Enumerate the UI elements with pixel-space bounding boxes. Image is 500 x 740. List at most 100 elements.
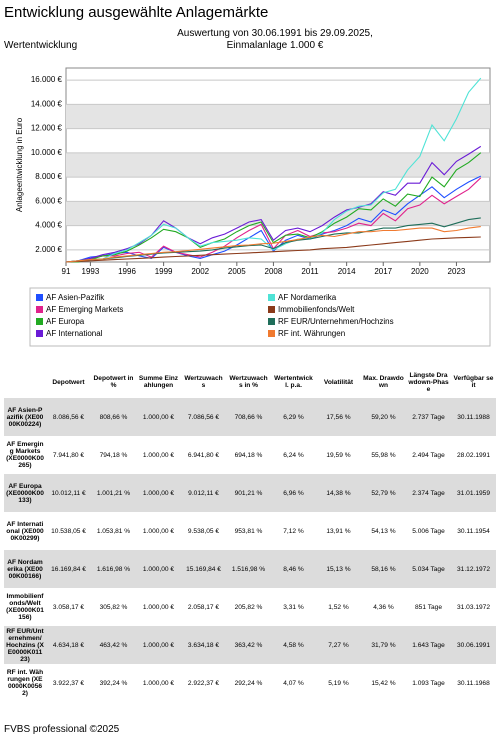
column-header: Volatilität [323,378,354,386]
column-header: Summe Einzahlungen [138,375,179,389]
cell: 6,24 % [283,451,304,459]
cell: 1.001,21 % [96,489,131,497]
legend-swatch [36,318,43,325]
table-row: Immobilienfonds/Welt (XE0000K01156) 3.058… [4,588,496,626]
cell: 13,91 % [326,527,351,535]
cell: 794,18 % [99,451,128,459]
cell: 3.922,37 € [52,679,85,687]
subtitle-line: Einmalanlage 1.000 € [226,40,324,51]
table-row: AF Nordamerika (XE0000K00166) 16.169,84 €… [4,550,496,588]
x-tick-label: 2017 [374,267,392,276]
cell: 7.941,80 € [52,451,85,459]
y-tick-label: 16.000 € [31,75,63,84]
cell: 55,98 % [371,451,396,459]
cell: 3.634,18 € [187,641,220,649]
legend-label: RF int. Währungen [278,329,345,338]
series-line [65,217,481,263]
cell: 17,56 % [326,413,351,421]
series-line [65,236,481,263]
title: Entwicklung ausgewählte Anlagemärkte [4,4,269,21]
cell: 205,82 % [234,603,263,611]
cell: 7,12 % [283,527,304,535]
cell: 392,24 % [99,679,128,687]
cell: 7,27 % [328,641,349,649]
cell: 31,79 % [371,641,396,649]
cell: 1.000,00 € [142,641,175,649]
column-header: Max. Drawdown [363,375,404,389]
section-label: Wertentwicklung [4,40,78,51]
cell: 901,21 % [234,489,263,497]
cell: 4,07 % [283,679,304,687]
legend-swatch [36,294,43,301]
cell: 3.058,17 € [52,603,85,611]
cell: 463,42 % [99,641,128,649]
cell: 30.06.1991 [456,641,490,649]
subtitle: Auswertung von 30.06.1991 bis 29.09.2025… [150,28,400,52]
table-row: RF EUR/Unternehmen/Hochzins (XE0000K0112… [4,626,496,664]
cell: 6,96 % [283,489,304,497]
cell: 15,42 % [371,679,396,687]
cell: 4,58 % [283,641,304,649]
row-label: Immobilienfonds/Welt (XE0000K01156) [6,593,44,621]
column-header: Wertentwickl. p.a. [274,375,313,389]
column-header: Verfügbar seit [453,375,494,389]
cell: 1.000,00 € [142,489,175,497]
cell: 2.374 Tage [412,489,445,497]
series-line [66,152,482,263]
cell: 59,20 % [371,413,396,421]
legend-label: AF Nordamerika [278,293,337,302]
cell: 1.000,00 € [142,603,175,611]
column-header: Längste Drawdown-Phase [408,371,449,393]
cell: 1.643 Tage [412,641,445,649]
cell: 2.058,17 € [187,603,220,611]
cell: 1.000,00 € [142,527,175,535]
x-tick-label: 2014 [338,267,356,276]
x-tick-label: 1993 [82,267,100,276]
cell: 4.634,18 € [52,641,85,649]
y-tick-label: 8.000 € [35,172,62,181]
cell: 9.012,11 € [188,489,219,497]
cell: 953,81 % [234,527,263,535]
row-label: AF Asien-Pazifik (XE0000K00224) [6,406,44,428]
y-tick-label: 6.000 € [35,196,62,205]
table-row: AF International (XE0000K00299) 10.538,05… [4,512,496,550]
legend-label: Immobilienfonds/Welt [278,305,355,314]
table-row: RF int. Währungen (XE0000K00562) 3.922,37… [4,664,496,702]
cell: 8,46 % [283,565,304,573]
cell: 6,29 % [283,413,304,421]
cell: 708,66 % [234,413,263,421]
series-line [65,226,481,263]
table-row: AF Emerging Markets (XE0000K00265) 7.941,… [4,436,496,474]
cell: 30.11.1954 [457,527,490,535]
cell: 7.086,56 € [187,413,220,421]
cell: 58,16 % [371,565,396,573]
x-tick-label: 2020 [411,267,429,276]
cell: 14,38 % [326,489,351,497]
x-tick-label: 2005 [228,267,246,276]
x-tick-label: 1996 [118,267,136,276]
cell: 10.012,11 € [51,489,86,497]
legend-swatch [36,330,43,337]
series-line [65,77,482,263]
y-tick-label: 4.000 € [35,221,62,230]
chart: 2.000 € 4.000 € 6.000 € 8.000 € 10.000 € 12.0… [15,67,491,347]
y-axis-label: Anlageentwicklung in Euro [15,117,24,212]
cell: 1,52 % [328,603,349,611]
column-header: Wertzuwachs in % [229,375,268,389]
cell: 851 Tage [414,603,442,611]
grid-band [66,201,490,226]
cell: 2.494 Tage [412,451,445,459]
x-tick-label: 2002 [191,267,209,276]
cell: 8.086,56 € [52,413,85,421]
legend-swatch [36,306,43,313]
row-label: RF int. Währungen (XE0000K00562) [6,669,44,697]
cell: 305,82 % [99,603,128,611]
corner [4,366,46,398]
x-tick-label: 2023 [448,267,466,276]
column-header: Depotwert [52,378,85,386]
table-row: AF Europa (XE0000K00133) 10.012,11 € 1.001… [4,474,496,512]
cell: 1.000,00 € [142,565,175,573]
legend-label: AF International [46,329,103,338]
cell: 2.737 Tage [412,413,445,421]
row-label: AF Emerging Markets (XE0000K00265) [6,441,44,469]
